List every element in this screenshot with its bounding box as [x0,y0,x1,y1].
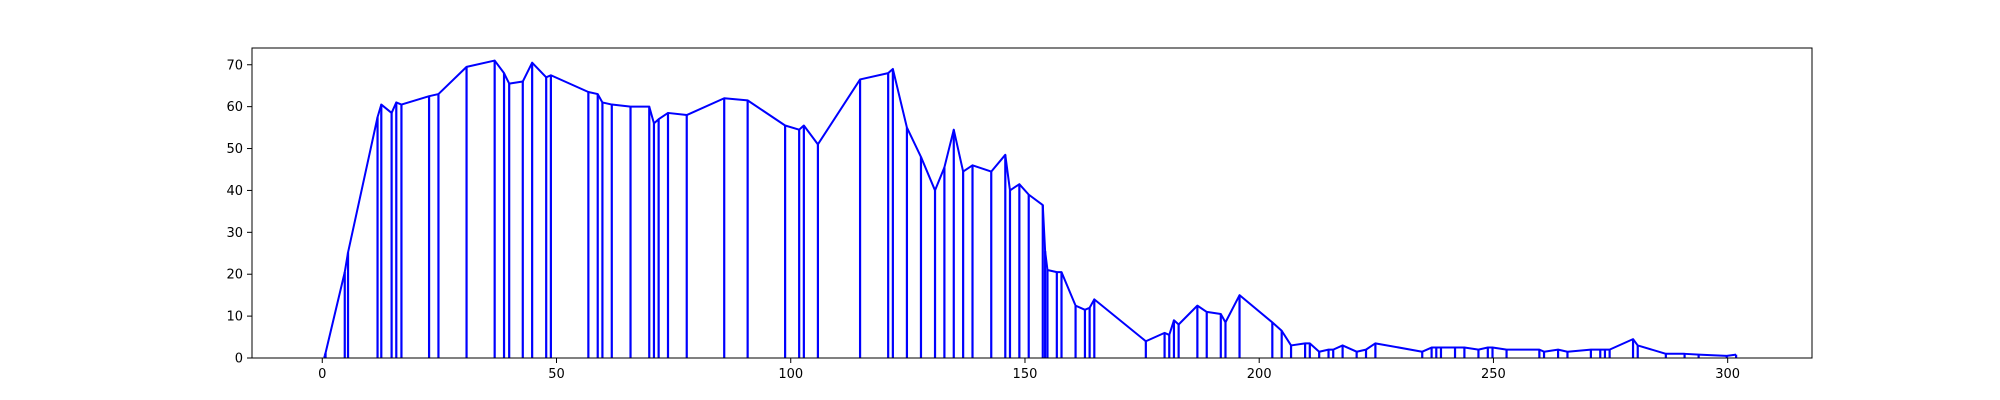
y-tick-label: 0 [235,352,243,367]
y-tick-label: 50 [226,142,243,157]
axes-frame [251,47,1813,359]
x-tick-label: 200 [1247,367,1272,382]
y-tick-label: 20 [226,268,243,283]
x-tick-label: 0 [318,367,326,382]
x-tick-label: 300 [1715,367,1740,382]
series-line-group [323,59,1737,357]
x-tick-label: 100 [778,367,803,382]
x-tick-label: 250 [1481,367,1506,382]
y-tick-label: 10 [226,310,243,325]
y-tick-label: 40 [226,184,243,199]
y-tick-label: 30 [226,226,243,241]
x-tick-label: 50 [548,367,565,382]
y-axis-ticks: 0 10 20 30 40 50 60 70 [226,58,252,367]
y-tick-label: 70 [226,58,243,73]
x-axis-ticks: 0 50 100 150 200 250 300 [318,358,1740,382]
x-tick-label: 150 [1013,367,1038,382]
stem-lines [323,60,1738,358]
series-line [323,59,1737,357]
y-tick-label: 60 [226,100,243,115]
